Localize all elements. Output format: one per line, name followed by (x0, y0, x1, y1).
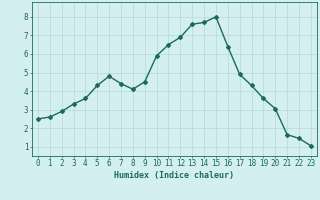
X-axis label: Humidex (Indice chaleur): Humidex (Indice chaleur) (115, 171, 234, 180)
